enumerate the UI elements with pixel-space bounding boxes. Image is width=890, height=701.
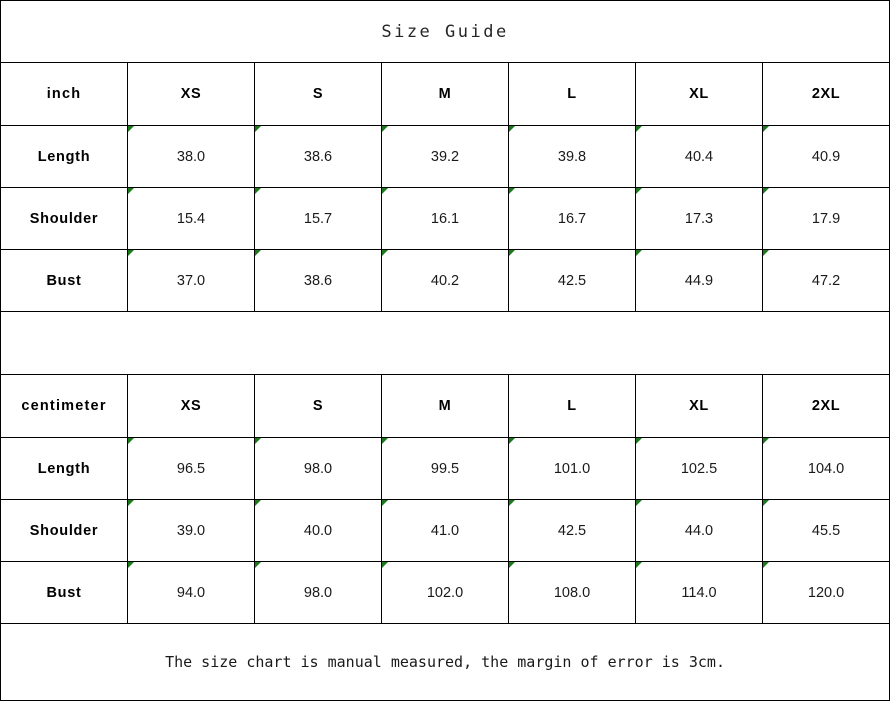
centimeter-length-s: 98.0 (254, 437, 382, 500)
inch-shoulder-m: 16.1 (381, 187, 509, 250)
centimeter-shoulder-2xl: 45.5 (761, 499, 890, 562)
centimeter-size-header-l: L (508, 374, 636, 438)
centimeter-length-2xl: 104.0 (761, 437, 890, 500)
inch-bust-m: 40.2 (381, 249, 509, 312)
footer-note-text: The size chart is manual measured, the m… (165, 652, 725, 671)
inch-shoulder-2xl: 17.9 (761, 187, 890, 250)
inch-bust-l: 42.5 (508, 249, 636, 312)
centimeter-shoulder-s: 40.0 (254, 499, 382, 562)
centimeter-shoulder-xs: 39.0 (127, 499, 255, 562)
centimeter-bust-xs: 94.0 (127, 561, 255, 624)
inch-row-label-shoulder: Shoulder (0, 187, 128, 250)
table-spacer-cell (0, 311, 890, 375)
centimeter-row-label-length: Length (0, 437, 128, 500)
centimeter-length-xs: 96.5 (127, 437, 255, 500)
table-row: Bust 37.0 38.6 40.2 42.5 44.9 47.2 (0, 249, 890, 312)
table-row: Bust 94.0 98.0 102.0 108.0 114.0 120.0 (0, 561, 890, 624)
table-spacer-row (0, 311, 890, 375)
inch-size-header-xs: XS (127, 62, 255, 126)
centimeter-length-m: 99.5 (381, 437, 509, 500)
centimeter-bust-s: 98.0 (254, 561, 382, 624)
inch-length-l: 39.8 (508, 125, 636, 188)
table-row: Length 38.0 38.6 39.2 39.8 40.4 40.9 (0, 125, 890, 188)
centimeter-shoulder-m: 41.0 (381, 499, 509, 562)
table-row: Length 96.5 98.0 99.5 101.0 102.5 104.0 (0, 437, 890, 500)
inch-size-header-2xl: 2XL (761, 62, 890, 126)
inch-length-2xl: 40.9 (761, 125, 890, 188)
inch-row-label-length: Length (0, 125, 128, 188)
title-row: Size Guide (0, 0, 890, 63)
centimeter-bust-m: 102.0 (381, 561, 509, 624)
centimeter-length-xl: 102.5 (635, 437, 763, 500)
inch-shoulder-l: 16.7 (508, 187, 636, 250)
inch-size-header-m: M (381, 62, 509, 126)
inch-shoulder-xl: 17.3 (635, 187, 763, 250)
page-title: Size Guide (381, 21, 509, 42)
inch-bust-2xl: 47.2 (761, 249, 890, 312)
inch-size-header-l: L (508, 62, 636, 126)
inch-shoulder-xs: 15.4 (127, 187, 255, 250)
inch-length-s: 38.6 (254, 125, 382, 188)
centimeter-bust-2xl: 120.0 (761, 561, 890, 624)
centimeter-shoulder-xl: 44.0 (635, 499, 763, 562)
centimeter-size-header-2xl: 2XL (761, 374, 890, 438)
table-row: Shoulder 39.0 40.0 41.0 42.5 44.0 45.5 (0, 499, 890, 562)
centimeter-shoulder-l: 42.5 (508, 499, 636, 562)
centimeter-row-label-bust: Bust (0, 561, 128, 624)
centimeter-length-l: 101.0 (508, 437, 636, 500)
inch-bust-xs: 37.0 (127, 249, 255, 312)
inch-length-xl: 40.4 (635, 125, 763, 188)
inch-length-m: 39.2 (381, 125, 509, 188)
centimeter-bust-l: 108.0 (508, 561, 636, 624)
centimeter-size-header-xs: XS (127, 374, 255, 438)
page-title-cell: Size Guide (0, 0, 890, 63)
centimeter-bust-xl: 114.0 (635, 561, 763, 624)
inch-unit-label: inch (0, 62, 128, 126)
inch-bust-xl: 44.9 (635, 249, 763, 312)
centimeter-unit-label: centimeter (0, 374, 128, 438)
inch-size-header-xl: XL (635, 62, 763, 126)
table-row: Shoulder 15.4 15.7 16.1 16.7 17.3 17.9 (0, 187, 890, 250)
centimeter-header-row: centimeter XS S M L XL 2XL (0, 374, 890, 438)
centimeter-size-header-s: S (254, 374, 382, 438)
inch-shoulder-s: 15.7 (254, 187, 382, 250)
inch-bust-s: 38.6 (254, 249, 382, 312)
footer-note-row: The size chart is manual measured, the m… (0, 623, 890, 701)
inch-header-row: inch XS S M L XL 2XL (0, 62, 890, 126)
centimeter-size-header-m: M (381, 374, 509, 438)
inch-row-label-bust: Bust (0, 249, 128, 312)
centimeter-row-label-shoulder: Shoulder (0, 499, 128, 562)
footer-note-cell: The size chart is manual measured, the m… (0, 623, 890, 701)
inch-length-xs: 38.0 (127, 125, 255, 188)
inch-size-header-s: S (254, 62, 382, 126)
centimeter-size-header-xl: XL (635, 374, 763, 438)
